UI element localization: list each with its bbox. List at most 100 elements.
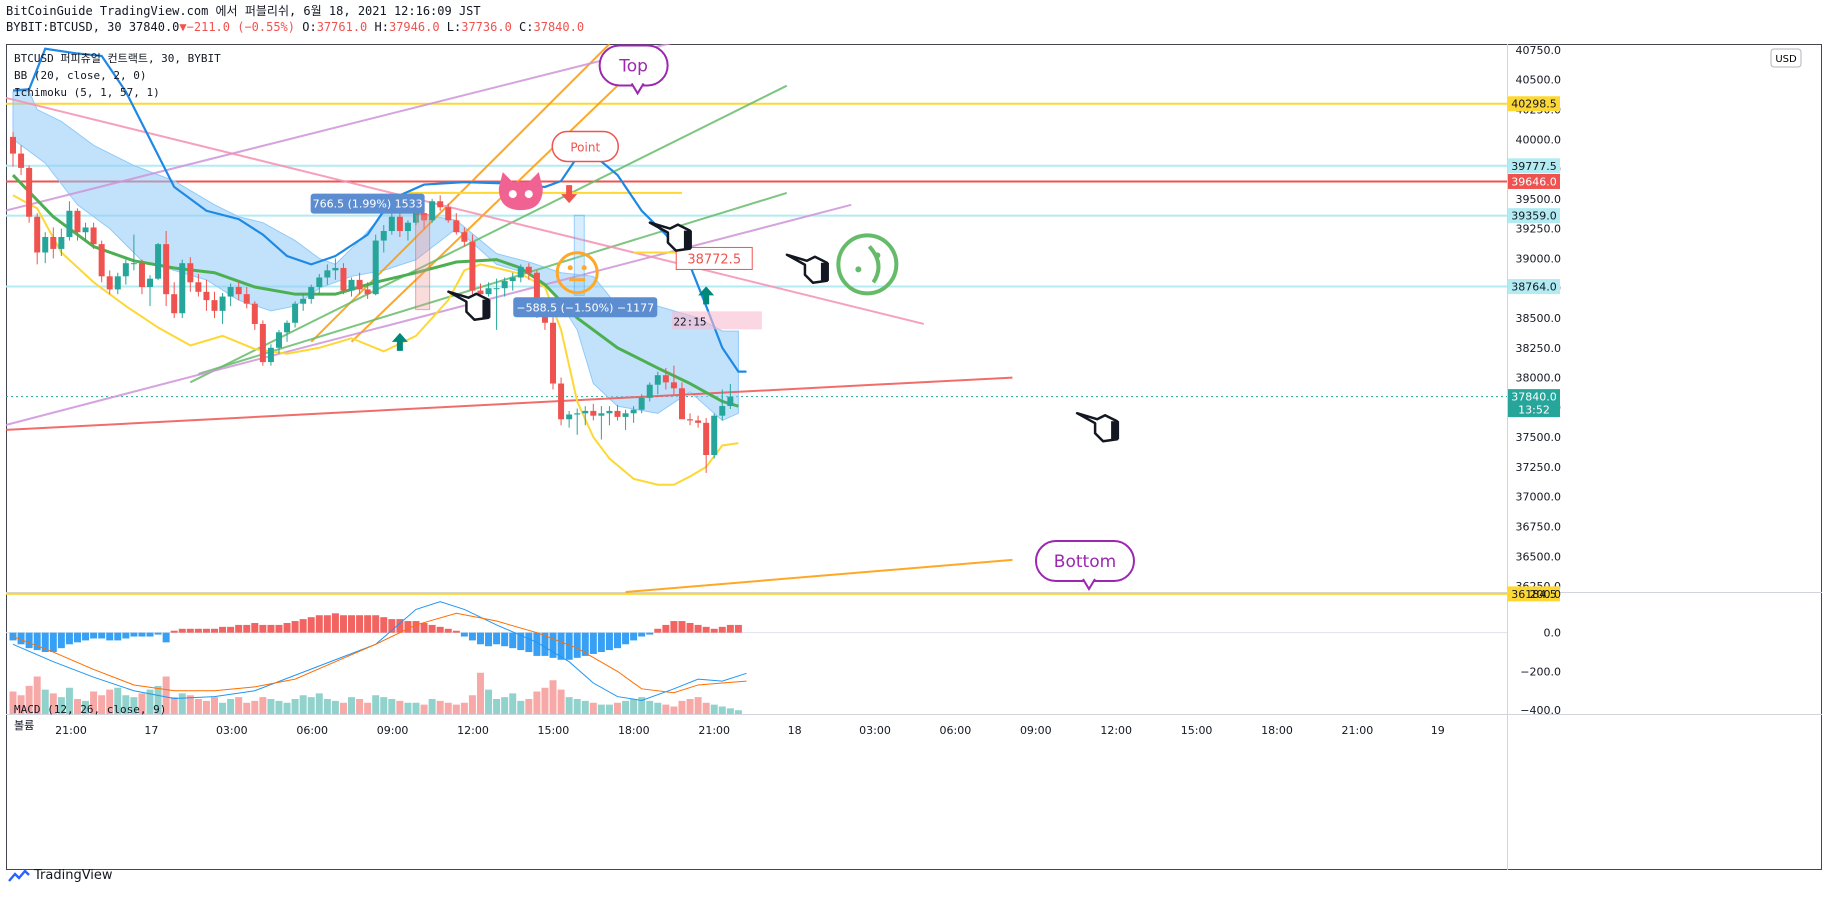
- time-tick-label: 21:00: [698, 724, 730, 737]
- volume-bar: [670, 706, 678, 714]
- tradingview-logo-icon: [8, 868, 30, 882]
- candle-body: [453, 220, 460, 233]
- legend-macd: MACD (12, 26, close, 9): [14, 703, 166, 716]
- volume-bar: [404, 702, 412, 714]
- volume-bar: [162, 676, 170, 714]
- candle-body: [10, 136, 16, 154]
- candle-body: [380, 231, 387, 241]
- time-tick-label: 09:00: [377, 724, 409, 737]
- candle-body: [606, 410, 613, 414]
- signal-line: [12, 612, 747, 694]
- measure-down-range: [573, 214, 585, 296]
- neutral-face-icon: [555, 251, 599, 295]
- time-tick-label: 15:00: [538, 724, 570, 737]
- volume-bar: [186, 695, 194, 714]
- macd-histogram-bar: [122, 632, 130, 639]
- candle-body: [235, 287, 242, 295]
- volume-bar: [243, 702, 251, 714]
- candle-body: [687, 419, 694, 421]
- time-tick-label: 12:00: [457, 724, 489, 737]
- price-label-badge: [1508, 208, 1560, 224]
- candle-body: [114, 276, 121, 290]
- price-tick-label: 38250.0: [1516, 342, 1562, 355]
- arrow-up-icon: [698, 286, 715, 305]
- macd-histogram-bar: [509, 632, 517, 649]
- candle-body: [195, 282, 202, 292]
- macd-tick-label: −200.0: [1520, 665, 1561, 678]
- macd-histogram-bar: [460, 632, 468, 637]
- macd-histogram-bar: [323, 615, 331, 633]
- candle-body: [429, 201, 436, 221]
- candle-body: [82, 227, 89, 233]
- candle-body: [26, 167, 33, 217]
- macd-histogram-bar: [654, 628, 662, 633]
- macd-histogram-bar: [178, 628, 186, 633]
- macd-histogram-bar: [49, 632, 57, 653]
- macd-histogram-bar: [299, 619, 307, 633]
- macd-histogram-bar: [404, 621, 412, 633]
- pointing-hand-icon: [648, 221, 692, 252]
- price-tick-label: 39000.0: [1516, 252, 1562, 265]
- face-eye: [581, 265, 587, 271]
- legend-title: BTCUSD 퍼피츄얼 컨트랙트, 30, BYBIT: [14, 51, 221, 65]
- price-tick-label: 37000.0: [1516, 491, 1562, 504]
- candle-body: [509, 277, 516, 282]
- chart-frame[interactable]: Top Bottom Point 766.5 (1.99%) 1533 −588.5 (…: [6, 44, 1822, 870]
- candle-body: [227, 287, 234, 297]
- candle-body: [243, 294, 250, 304]
- volume-bar: [589, 702, 597, 714]
- macd-histogram-bar: [694, 624, 702, 633]
- macd-histogram-bar: [283, 622, 291, 633]
- macd-histogram-bar: [235, 624, 243, 633]
- trendline: [189, 84, 788, 384]
- measure-down-box: [513, 297, 658, 318]
- volume-bar: [33, 676, 41, 714]
- ohlc-bar: BYBIT:BTCUSD, 30 37840.0▼−211.0 (−0.55%)…: [6, 20, 585, 34]
- candle-body: [582, 410, 589, 414]
- macd-histogram-bar: [154, 632, 162, 635]
- candle-body: [179, 263, 186, 314]
- price-chart[interactable]: Top Bottom Point 766.5 (1.99%) 1533 −588.5 (…: [6, 44, 1822, 870]
- candle-body: [98, 244, 105, 277]
- cat-face-icon: [498, 172, 543, 211]
- volume-bar: [57, 697, 65, 714]
- macd-histogram-bar: [436, 626, 444, 633]
- time-tick-label: 03:00: [216, 724, 248, 737]
- volume-bar: [509, 693, 517, 714]
- candle-body: [74, 210, 81, 233]
- volume-bar: [25, 685, 33, 714]
- candle-body: [356, 279, 363, 290]
- candle-body: [461, 232, 468, 242]
- candle-body: [678, 388, 685, 420]
- bar-countdown: 13:52: [1518, 404, 1550, 417]
- volume-bar: [114, 687, 122, 714]
- macd-histogram-bar: [485, 632, 493, 647]
- price-label-text: 38764.0: [1511, 281, 1557, 294]
- candle-body: [598, 413, 605, 416]
- volume-bar: [702, 702, 710, 714]
- candle-body: [574, 413, 581, 415]
- point-bubble: [551, 130, 620, 163]
- macd-histogram-bar: [219, 626, 227, 633]
- macd-histogram-bar: [162, 632, 170, 643]
- candle-body: [66, 210, 73, 237]
- footer-brand[interactable]: TradingView: [8, 868, 113, 883]
- macd-histogram-bar: [170, 630, 178, 633]
- macd-histogram-bar: [130, 632, 138, 637]
- macd-histogram-bar: [662, 624, 670, 633]
- macd-histogram-bar: [17, 632, 25, 645]
- candle-body: [42, 236, 49, 253]
- currency-label[interactable]: USD: [1775, 54, 1797, 65]
- face-eye: [855, 266, 862, 273]
- volume-bar: [517, 700, 525, 714]
- candle-body: [58, 236, 65, 249]
- macd-histogram-bar: [146, 632, 154, 637]
- publish-info: BitCoinGuide TradingView.com 에서 퍼블리쉬, 6월…: [6, 4, 481, 18]
- volume-bar: [283, 702, 291, 714]
- candle-body: [130, 263, 137, 265]
- candle-body: [477, 290, 484, 295]
- macd-histogram-bar: [726, 624, 734, 633]
- point-label: Point: [570, 140, 600, 154]
- trendline: [6, 376, 1013, 431]
- candle-body: [485, 288, 492, 295]
